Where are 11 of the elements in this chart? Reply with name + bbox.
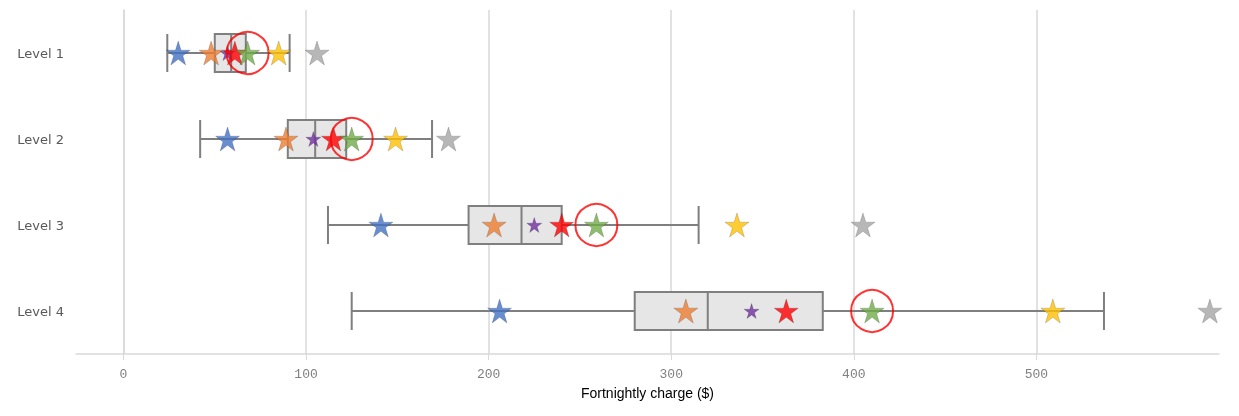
x-tick-label: 200 — [476, 367, 501, 382]
y-tick-label: Level 4 — [17, 303, 64, 319]
x-tick-label: 400 — [842, 367, 866, 382]
x-tick-label: 100 — [294, 367, 318, 382]
y-tick-label: Level 3 — [17, 217, 64, 233]
y-tick-label: Level 2 — [17, 131, 64, 147]
x-tick-label: 300 — [659, 367, 683, 382]
x-tick-label: 500 — [1024, 367, 1049, 382]
x-axis-title: Fortnightly charge ($) — [580, 385, 715, 401]
x-tick-label: 0 — [119, 367, 128, 382]
y-tick-label: Level 1 — [17, 45, 64, 61]
